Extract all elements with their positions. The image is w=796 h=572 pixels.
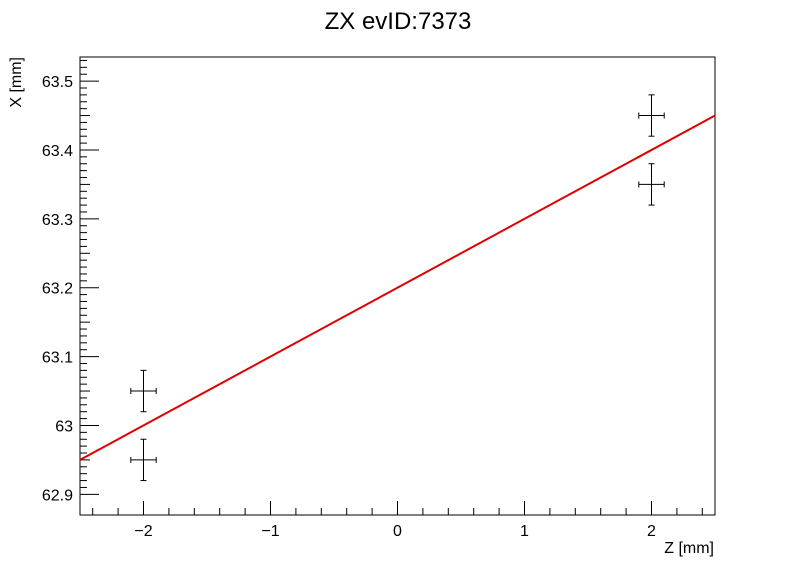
y-tick-label: 63.3 <box>42 212 73 229</box>
data-point <box>130 369 157 413</box>
x-axis: −2 −1 0 1 2 <box>92 501 703 540</box>
data-point <box>130 438 157 482</box>
data-point <box>638 163 665 206</box>
y-tick-label: 63.5 <box>42 74 73 91</box>
data-point <box>638 94 665 137</box>
x-tick-label: 0 <box>393 523 402 540</box>
x-tick-label: −1 <box>261 523 279 540</box>
y-tick-label: 63.4 <box>42 143 73 160</box>
fit-line-group <box>79 114 716 461</box>
y-axis: 62.9 63 63.1 63.2 63.3 63.4 63.5 <box>42 59 99 504</box>
x-tick-label: 2 <box>647 523 656 540</box>
y-tick-label: 63.1 <box>42 350 73 367</box>
data-points <box>130 94 665 482</box>
x-tick-label: 1 <box>520 523 529 540</box>
chart-title: ZX evID:7373 <box>325 8 472 35</box>
y-axis-label: X [mm] <box>8 57 25 108</box>
y-tick-label: 62.9 <box>42 487 73 504</box>
y-tick-label: 63 <box>55 418 73 435</box>
x-tick-label: −2 <box>134 523 152 540</box>
plot-frame <box>79 56 716 516</box>
x-axis-label: Z [mm] <box>664 540 714 557</box>
y-tick-label: 63.2 <box>42 281 73 298</box>
fit-line <box>79 114 716 461</box>
